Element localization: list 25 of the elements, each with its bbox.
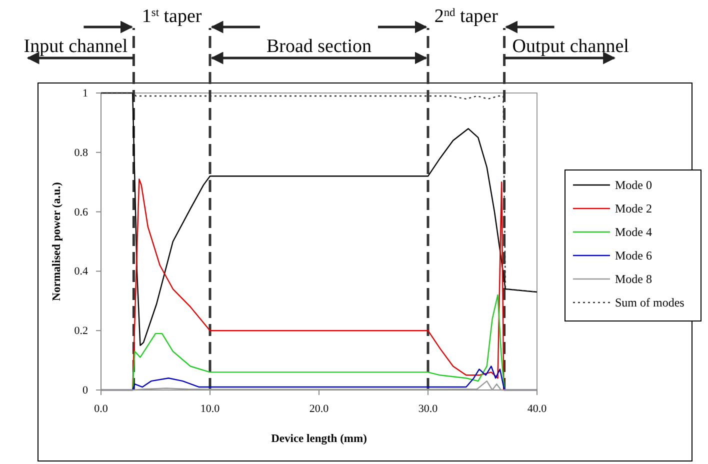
x-tick-label: 30.0 xyxy=(418,402,438,415)
y-tick-label: 1 xyxy=(82,88,88,100)
legend-label: Mode 6 xyxy=(615,248,652,262)
x-tick-label: 10.0 xyxy=(200,402,220,415)
legend-label: Mode 2 xyxy=(615,202,652,216)
x-tick-label: 40.0 xyxy=(527,402,548,415)
legend-label: Mode 8 xyxy=(615,272,652,286)
line-series xyxy=(100,92,538,346)
legend-label: Mode 4 xyxy=(615,225,652,239)
legend-label: Sum of modes xyxy=(615,296,685,310)
y-tick-label: 0.2 xyxy=(74,325,88,338)
legend-label: Mode 0 xyxy=(615,178,652,192)
text: 2$^{nd}$ taper xyxy=(434,6,499,27)
x-tick-label: 0.0 xyxy=(94,402,108,415)
text: Output channel xyxy=(512,36,629,57)
y-tick-label: 0 xyxy=(82,384,88,397)
y-tick-label: 0.6 xyxy=(74,206,88,218)
text: Input channel xyxy=(24,36,128,57)
y-tick-label: 0.8 xyxy=(74,146,88,159)
text: Broad section xyxy=(266,36,372,57)
text: 1$^{st}$ taper xyxy=(142,6,202,27)
x-axis-title: Device length (mm) xyxy=(271,433,368,445)
y-tick-label: 0.4 xyxy=(74,266,88,278)
x-tick-label: 20.0 xyxy=(309,402,330,415)
y-axis-title: Normalised power (a.u.) xyxy=(51,182,63,301)
